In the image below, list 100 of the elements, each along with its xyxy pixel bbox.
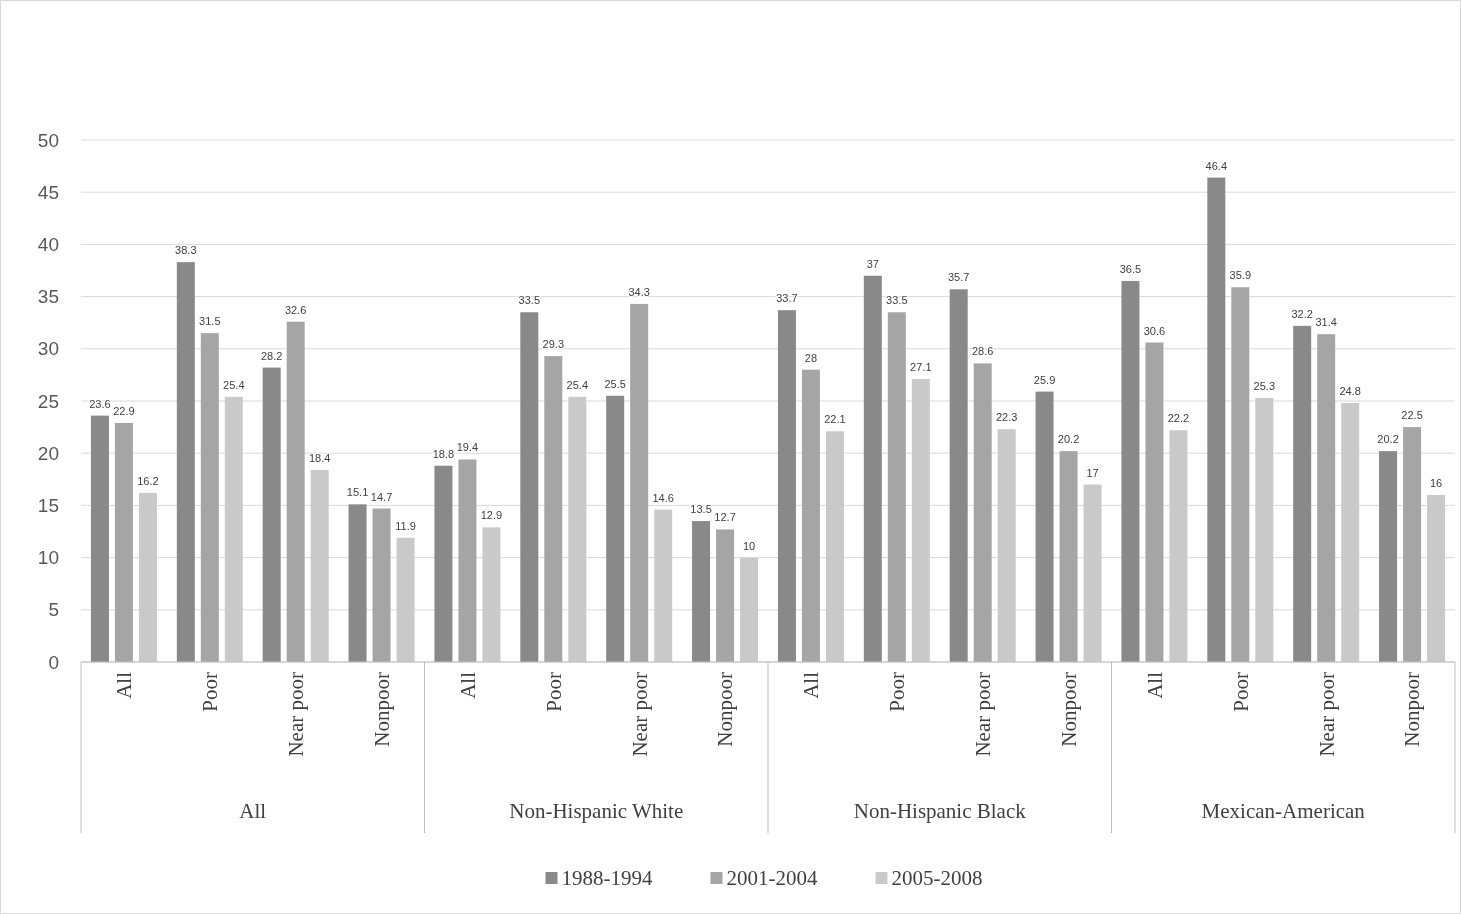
bar <box>949 289 968 662</box>
y-tick-label: 20 <box>37 442 59 464</box>
text: All <box>239 799 267 823</box>
bar <box>262 367 281 662</box>
y-tick-label: 30 <box>37 338 59 360</box>
data-label: 14.7 <box>370 490 393 503</box>
y-tick-label: 5 <box>48 599 59 621</box>
data-label: 31.5 <box>199 315 221 328</box>
data-label: 14.6 <box>652 491 674 504</box>
data-label: 36.5 <box>1119 262 1142 275</box>
x-tick-label: Poor <box>541 672 566 712</box>
bar <box>372 508 391 662</box>
data-label: 17 <box>1086 466 1099 479</box>
x-tick-label: Near poor <box>1314 672 1339 757</box>
bar <box>458 459 477 662</box>
bar <box>1059 451 1078 662</box>
data-label: 33.5 <box>886 294 908 307</box>
data-label: 32.6 <box>284 303 307 316</box>
legend-label: 2001-2004 <box>726 866 818 891</box>
data-label: 22.9 <box>113 404 135 417</box>
bar <box>1379 451 1398 662</box>
data-label: 38.3 <box>175 244 197 257</box>
data-label: 22.2 <box>1167 412 1190 425</box>
bar <box>1207 177 1226 662</box>
x-tick-label: Poor <box>1228 672 1253 712</box>
x-tick-label: Poor <box>885 672 910 712</box>
data-label: 31.4 <box>1315 316 1337 329</box>
data-label: 19.4 <box>456 441 479 454</box>
bar <box>114 422 133 662</box>
y-tick-label: 50 <box>37 129 59 151</box>
bar <box>1121 280 1140 662</box>
y-tick-label: 15 <box>37 495 59 517</box>
data-label: 28 <box>804 351 818 364</box>
bar <box>606 395 625 662</box>
data-label: 12.9 <box>480 509 503 522</box>
data-label: 30.6 <box>1143 324 1166 337</box>
data-label: 15.1 <box>346 486 369 499</box>
bar <box>1293 325 1312 662</box>
data-label: 16.2 <box>137 474 159 487</box>
bar <box>520 312 539 662</box>
data-label: 22.1 <box>824 413 846 426</box>
bar <box>630 303 649 662</box>
data-label: 27.1 <box>910 361 932 374</box>
bar <box>777 310 796 662</box>
bar <box>716 529 735 662</box>
text: Mexican-American <box>1201 799 1366 823</box>
data-label: 10 <box>742 539 756 552</box>
x-tick-label: All <box>1142 671 1167 699</box>
y-tick-label: 40 <box>37 234 59 256</box>
bar <box>863 275 882 662</box>
data-label: 25.3 <box>1253 379 1276 392</box>
bar <box>176 262 195 662</box>
legend-label: 2005-2008 <box>891 866 983 891</box>
x-tick-label: All <box>112 671 137 699</box>
bar <box>286 321 305 662</box>
data-label: 37 <box>866 257 879 270</box>
bar <box>1231 287 1250 662</box>
bar <box>1035 391 1054 662</box>
data-label: 35.7 <box>947 271 970 284</box>
x-tick-label: Nonpoor <box>369 672 394 747</box>
bar <box>1145 342 1164 662</box>
data-label: 23.6 <box>89 397 111 410</box>
data-label: 12.7 <box>714 511 736 524</box>
data-label: 20.2 <box>1377 433 1399 446</box>
data-label: 34.3 <box>628 285 650 298</box>
bar <box>200 333 219 662</box>
y-tick-label: 45 <box>37 181 59 203</box>
data-label: 16 <box>1429 476 1443 489</box>
bar <box>348 504 367 662</box>
bar <box>887 312 906 662</box>
x-tick-label: Near poor <box>627 672 652 757</box>
data-label: 13.5 <box>690 503 712 516</box>
data-label: 20.2 <box>1057 433 1080 446</box>
bar <box>801 369 820 662</box>
data-label: 33.7 <box>776 292 798 305</box>
text: Non-Hispanic White <box>509 799 684 823</box>
bar <box>973 363 992 662</box>
data-label: 33.5 <box>518 294 541 307</box>
bar <box>1317 334 1336 662</box>
x-tick-label: Nonpoor <box>713 672 738 747</box>
data-label: 28.6 <box>971 345 994 358</box>
data-label: 28.2 <box>260 349 283 362</box>
data-label: 35.9 <box>1229 269 1252 282</box>
data-label: 25.5 <box>604 377 626 390</box>
data-label: 25.4 <box>223 378 245 391</box>
x-tick-label: Nonpoor <box>1056 672 1081 747</box>
text: Non-Hispanic Black <box>853 799 1027 823</box>
bar <box>1403 427 1422 662</box>
x-tick-label: Near poor <box>284 672 309 757</box>
data-label: 22.3 <box>995 411 1018 424</box>
x-tick-label: Poor <box>198 672 223 712</box>
data-label: 25.9 <box>1033 373 1056 386</box>
data-label: 29.3 <box>542 338 565 351</box>
y-tick-label: 25 <box>37 390 59 412</box>
legend-label: 1988-1994 <box>561 866 653 891</box>
bar <box>544 356 563 662</box>
data-label: 46.4 <box>1205 159 1228 172</box>
bar <box>692 521 711 662</box>
data-label: 22.5 <box>1401 409 1423 422</box>
bar <box>434 465 453 662</box>
